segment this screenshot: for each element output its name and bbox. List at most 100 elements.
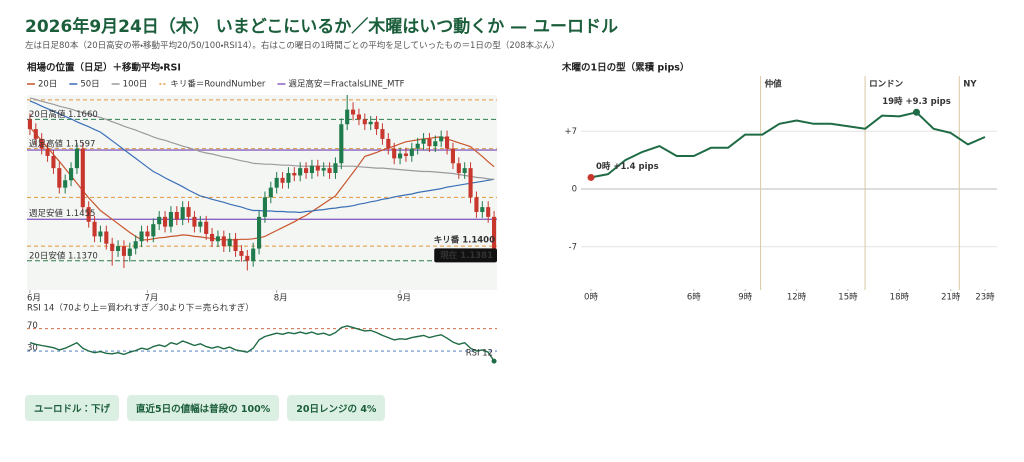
candle-body	[121, 246, 126, 256]
candle-body	[239, 251, 244, 256]
annotation-point	[587, 173, 595, 181]
annotation-label: 19時 +9.3 pips	[882, 96, 951, 107]
legend-label: 週足高安＝FractalsLINE_MTF	[288, 79, 404, 90]
candle-body	[386, 138, 391, 149]
candle-body	[292, 173, 297, 176]
candle-body	[157, 216, 162, 225]
session-label: NY	[963, 80, 977, 90]
candle-body	[33, 129, 38, 139]
candle-body	[127, 248, 132, 256]
weekly-level-label: 週足高値 1.1597	[29, 139, 95, 150]
candle-body	[374, 121, 379, 130]
y-tick-label: 70	[27, 321, 38, 331]
current-price-box	[434, 248, 497, 263]
round-number-label: キリ番 1.1400	[434, 235, 495, 246]
candle-body	[174, 212, 179, 220]
session-label: 仲値	[765, 79, 783, 90]
x-tick-label: 9月	[397, 294, 411, 304]
moving-average-line	[29, 97, 495, 180]
candle-body	[98, 231, 103, 237]
candle-body	[74, 148, 79, 169]
weekly-level-label: 週足安値 1.1455	[29, 208, 95, 219]
candle-body	[427, 138, 432, 147]
candle-body	[415, 143, 420, 149]
candle-body	[439, 136, 444, 142]
end-point	[491, 358, 497, 364]
range-level-label: 20日高値 1.1660	[29, 109, 98, 120]
candle-body	[110, 243, 115, 251]
candle-body	[486, 207, 491, 217]
candle-body	[221, 236, 226, 247]
candle-body	[104, 231, 109, 244]
session-label: ロンドン	[869, 80, 904, 90]
candle-body	[204, 221, 209, 234]
y-tick-label: 30	[27, 344, 38, 354]
candle-body	[280, 177, 285, 183]
candle-body	[57, 168, 62, 188]
charts: 相場の位置（日足）＋移動平均・RSI 週足高値 1.1597 週足安値 1.1455…	[27, 62, 997, 364]
x-tick-label: 18時	[890, 293, 910, 303]
x-tick-label: 21時	[941, 293, 961, 303]
candle-body	[86, 207, 91, 222]
candle-body	[27, 119, 32, 130]
candle-body	[468, 168, 473, 198]
moving-average-line	[29, 100, 495, 214]
candle-body	[327, 168, 332, 173]
candle-body	[180, 207, 185, 220]
legend-label: 100日	[123, 80, 148, 90]
candle-body	[398, 153, 403, 159]
candle-body	[445, 136, 450, 149]
candle-body	[456, 163, 461, 173]
annotation-point	[912, 108, 920, 116]
chart-title: 木曜の1日の型（累積 pips）	[561, 62, 689, 74]
x-tick-label: 12時	[787, 293, 807, 303]
candle-body	[227, 238, 232, 247]
x-tick-label: 23時	[975, 293, 995, 303]
summary-tag: 直近5日の値幅は普段の 100%	[127, 395, 280, 421]
candle-body	[186, 207, 191, 217]
candle-body	[133, 241, 138, 249]
candle-body	[345, 109, 350, 125]
candle-body	[304, 168, 309, 173]
candle-body	[286, 173, 291, 183]
data-line	[590, 111, 986, 179]
candle-body	[362, 119, 367, 125]
candle-body	[80, 148, 85, 208]
candle-body	[92, 221, 97, 237]
candle-body	[198, 221, 203, 227]
candle-body	[480, 207, 485, 212]
range-level-label: 20日安値 1.1370	[29, 250, 98, 261]
current-price-label: 現在 1.1381	[440, 250, 493, 261]
candle-body	[39, 138, 44, 149]
candle-body	[333, 163, 338, 173]
candle-body	[309, 165, 314, 173]
candle-body	[257, 216, 262, 249]
candle-body	[69, 168, 74, 181]
y-tick-label: 0	[572, 185, 577, 195]
candle-body	[168, 212, 173, 227]
candle-body	[368, 121, 373, 125]
candle-body	[433, 141, 438, 147]
candle-body	[474, 197, 479, 212]
summary-tag: ユーロドル：下げ	[25, 395, 120, 421]
moving-average-line	[29, 126, 495, 241]
candle-body	[274, 177, 279, 188]
candle-body	[403, 153, 408, 156]
candle-body	[262, 197, 267, 217]
candle-body	[139, 231, 144, 242]
x-tick-label: 0時	[584, 293, 598, 303]
x-tick-label: 9時	[738, 293, 752, 303]
candle-body	[192, 216, 197, 227]
candle-body	[462, 168, 467, 173]
candle-body	[233, 238, 238, 251]
x-tick-label: 6月	[27, 294, 41, 304]
page-subtitle: 左は日足80本（20日高安の帯・移動平均20/50/100・RSI14）。右はこ…	[25, 41, 560, 51]
candle-body	[116, 246, 121, 251]
x-tick-label: 6時	[687, 293, 701, 303]
legend-label: 50日	[80, 80, 99, 90]
chart-title: RSI 14（70より上＝買われすぎ／30より下＝売られすぎ）	[27, 303, 254, 314]
candle-body	[298, 168, 303, 176]
end-label: RSI 12	[466, 349, 493, 359]
candle-body	[245, 255, 250, 261]
y-tick-label: -7	[569, 242, 577, 252]
